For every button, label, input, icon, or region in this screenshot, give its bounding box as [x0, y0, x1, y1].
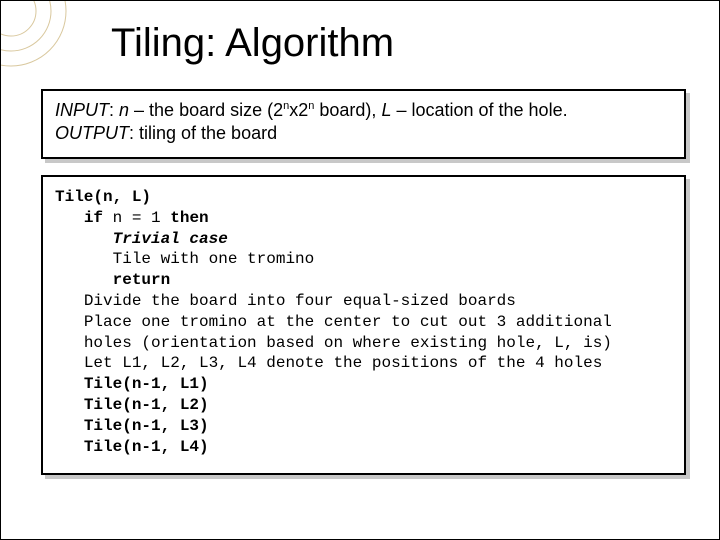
input-var2: L — [381, 100, 391, 120]
io-text: : — [109, 100, 119, 120]
code-indent — [55, 354, 84, 372]
code-indent — [55, 292, 84, 310]
code-indent — [55, 417, 84, 435]
code-kw: return — [113, 271, 171, 289]
code-text: Divide the board into four equal-sized b… — [84, 292, 516, 310]
code-indent — [55, 438, 84, 456]
code-indent — [55, 250, 113, 268]
slide-title: Tiling: Algorithm — [111, 21, 394, 66]
io-text: board), — [314, 100, 381, 120]
code-text: Tile with one tromino — [113, 250, 315, 268]
slide: Tiling: Algorithm INPUT: n – the board s… — [0, 0, 720, 540]
io-text: x2 — [289, 100, 308, 120]
code-indent — [55, 396, 84, 414]
code-indent — [55, 209, 84, 227]
code-kw: if — [84, 209, 113, 227]
io-text: : tiling of the board — [129, 123, 277, 143]
code-indent — [55, 271, 113, 289]
code-indent — [55, 313, 84, 331]
output-label: OUTPUT — [55, 123, 129, 143]
code-call: Tile(n-1, L4) — [84, 438, 209, 456]
code-text: Place one tromino at the center to cut o… — [84, 313, 612, 331]
code-call: Tile(n-1, L2) — [84, 396, 209, 414]
code-box: Tile(n, L) if n = 1 then Trivial case Ti… — [41, 175, 686, 475]
corner-decoration — [1, 1, 91, 91]
code-text: holes (orientation based on where existi… — [84, 334, 612, 352]
code-text: n = 1 — [113, 209, 171, 227]
code-call: Tile(n-1, L1) — [84, 375, 209, 393]
io-box: INPUT: n – the board size (2nx2n board),… — [41, 89, 686, 159]
code-indent — [55, 334, 84, 352]
input-var: n — [119, 100, 129, 120]
code-call: Tile(n-1, L3) — [84, 417, 209, 435]
code-em: Trivial case — [113, 230, 228, 248]
code-indent — [55, 375, 84, 393]
code-indent — [55, 230, 113, 248]
input-label: INPUT — [55, 100, 109, 120]
code-line: Tile(n, L) — [55, 188, 151, 206]
io-text: – location of the hole. — [391, 100, 567, 120]
code-kw: then — [170, 209, 208, 227]
code-text: Let L1, L2, L3, L4 denote the positions … — [84, 354, 602, 372]
io-text: – the board size (2 — [129, 100, 283, 120]
